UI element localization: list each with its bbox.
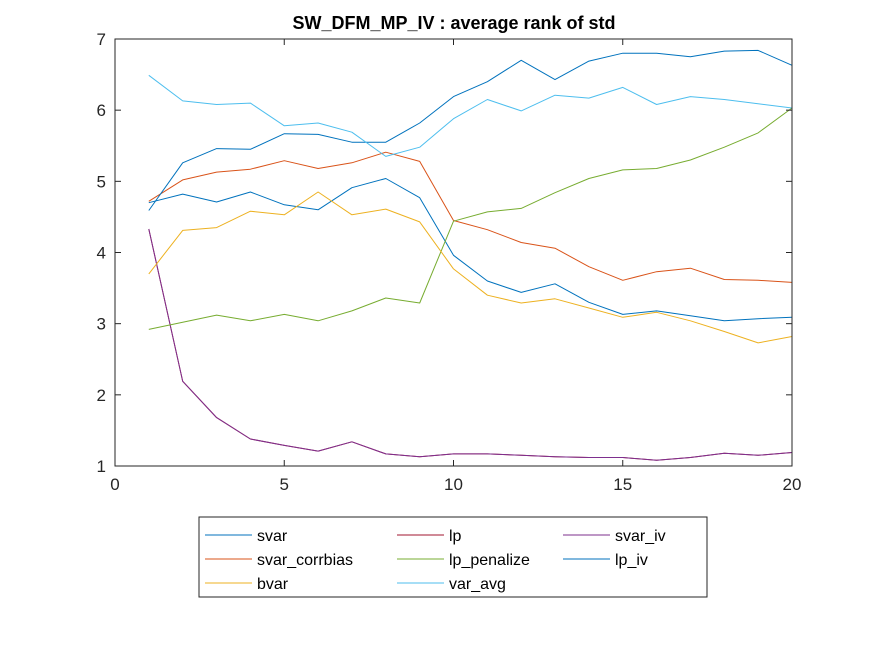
legend-label-svar: svar (257, 528, 288, 545)
y-tick-label: 5 (97, 172, 106, 191)
legend-label-lp_penalize: lp_penalize (449, 552, 530, 569)
series-line-lp_iv (148, 49, 793, 211)
y-tick-label: 3 (97, 315, 106, 334)
legend-label-bvar: bvar (257, 576, 289, 593)
y-tick-label: 7 (97, 30, 106, 49)
series-line-bvar (148, 191, 793, 344)
axes-background (115, 39, 792, 466)
y-tick-label: 6 (97, 101, 106, 120)
x-tick-label: 15 (613, 475, 632, 494)
series-line-var_avg (148, 74, 793, 157)
legend-label-svar_iv: svar_iv (615, 528, 666, 545)
series-line-svar_corrbias (148, 151, 793, 283)
legend-box (198, 516, 708, 598)
x-tick-label: 20 (783, 475, 802, 494)
legend-label-lp: lp (449, 528, 462, 545)
y-tick-label: 2 (97, 386, 106, 405)
legend-label-svar_corrbias: svar_corrbias (257, 552, 353, 569)
x-tick-label: 0 (110, 475, 119, 494)
series-line-svar_iv (148, 228, 793, 461)
x-tick-label: 5 (280, 475, 289, 494)
y-tick-label: 1 (97, 457, 106, 476)
series-lines (148, 49, 793, 461)
x-tick-label: 10 (444, 475, 463, 494)
legend: svar lp svar_iv svar_corrbias lp_penalize lp_… (198, 516, 708, 598)
y-tick-label: 4 (97, 244, 106, 263)
chart-title: SW_DFM_MP_IV : average rank of std (292, 13, 615, 33)
legend-label-lp_iv: lp_iv (615, 552, 648, 569)
plot-area: 0 5 10 15 20 1 2 3 4 5 6 7 (97, 30, 802, 494)
legend-label-var_avg: var_avg (449, 576, 506, 593)
series-line-lp_penalize (148, 107, 793, 330)
series-line-svar (148, 178, 793, 322)
